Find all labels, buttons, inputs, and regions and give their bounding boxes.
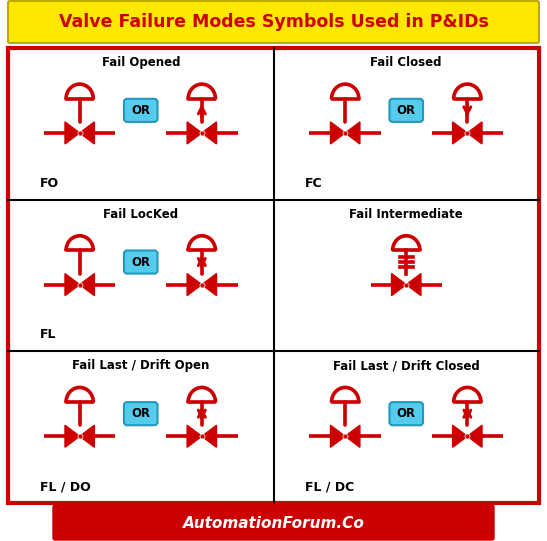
Text: Fail Last / Drift Closed: Fail Last / Drift Closed xyxy=(333,359,480,372)
Polygon shape xyxy=(330,425,345,447)
Polygon shape xyxy=(330,122,345,144)
Polygon shape xyxy=(202,425,217,447)
Polygon shape xyxy=(406,274,421,295)
Polygon shape xyxy=(80,122,95,144)
Polygon shape xyxy=(187,425,202,447)
Text: FC: FC xyxy=(305,177,323,190)
Text: OR: OR xyxy=(397,104,416,117)
Polygon shape xyxy=(392,274,406,295)
FancyBboxPatch shape xyxy=(389,402,423,425)
Text: Fail Opened: Fail Opened xyxy=(102,56,180,69)
Polygon shape xyxy=(65,425,80,447)
Bar xyxy=(8,48,539,503)
Text: Fail Last / Drift Open: Fail Last / Drift Open xyxy=(72,359,210,372)
Polygon shape xyxy=(452,425,467,447)
Polygon shape xyxy=(187,122,202,144)
Text: OR: OR xyxy=(131,104,150,117)
Text: Fail Intermediate: Fail Intermediate xyxy=(350,208,463,221)
Polygon shape xyxy=(345,425,360,447)
FancyBboxPatch shape xyxy=(124,99,158,122)
Text: Fail Closed: Fail Closed xyxy=(370,56,442,69)
FancyBboxPatch shape xyxy=(389,99,423,122)
Polygon shape xyxy=(467,122,482,144)
FancyBboxPatch shape xyxy=(124,402,158,425)
Text: FL / DC: FL / DC xyxy=(305,480,354,493)
Polygon shape xyxy=(80,274,95,295)
FancyBboxPatch shape xyxy=(53,505,494,540)
Text: OR: OR xyxy=(131,407,150,420)
Text: OR: OR xyxy=(397,407,416,420)
Text: Valve Failure Modes Symbols Used in P&IDs: Valve Failure Modes Symbols Used in P&ID… xyxy=(59,13,488,31)
Polygon shape xyxy=(345,122,360,144)
Polygon shape xyxy=(80,425,95,447)
Polygon shape xyxy=(467,425,482,447)
Polygon shape xyxy=(65,122,80,144)
FancyBboxPatch shape xyxy=(8,1,539,43)
Polygon shape xyxy=(65,274,80,295)
Text: OR: OR xyxy=(131,255,150,268)
FancyBboxPatch shape xyxy=(124,250,158,274)
Text: AutomationForum.Co: AutomationForum.Co xyxy=(183,516,364,531)
Polygon shape xyxy=(187,274,202,295)
Text: FL: FL xyxy=(40,328,56,341)
Text: Fail LocKed: Fail LocKed xyxy=(103,208,178,221)
Polygon shape xyxy=(202,274,217,295)
Text: FL / DO: FL / DO xyxy=(40,480,91,493)
Polygon shape xyxy=(452,122,467,144)
Text: FO: FO xyxy=(40,177,59,190)
Polygon shape xyxy=(202,122,217,144)
